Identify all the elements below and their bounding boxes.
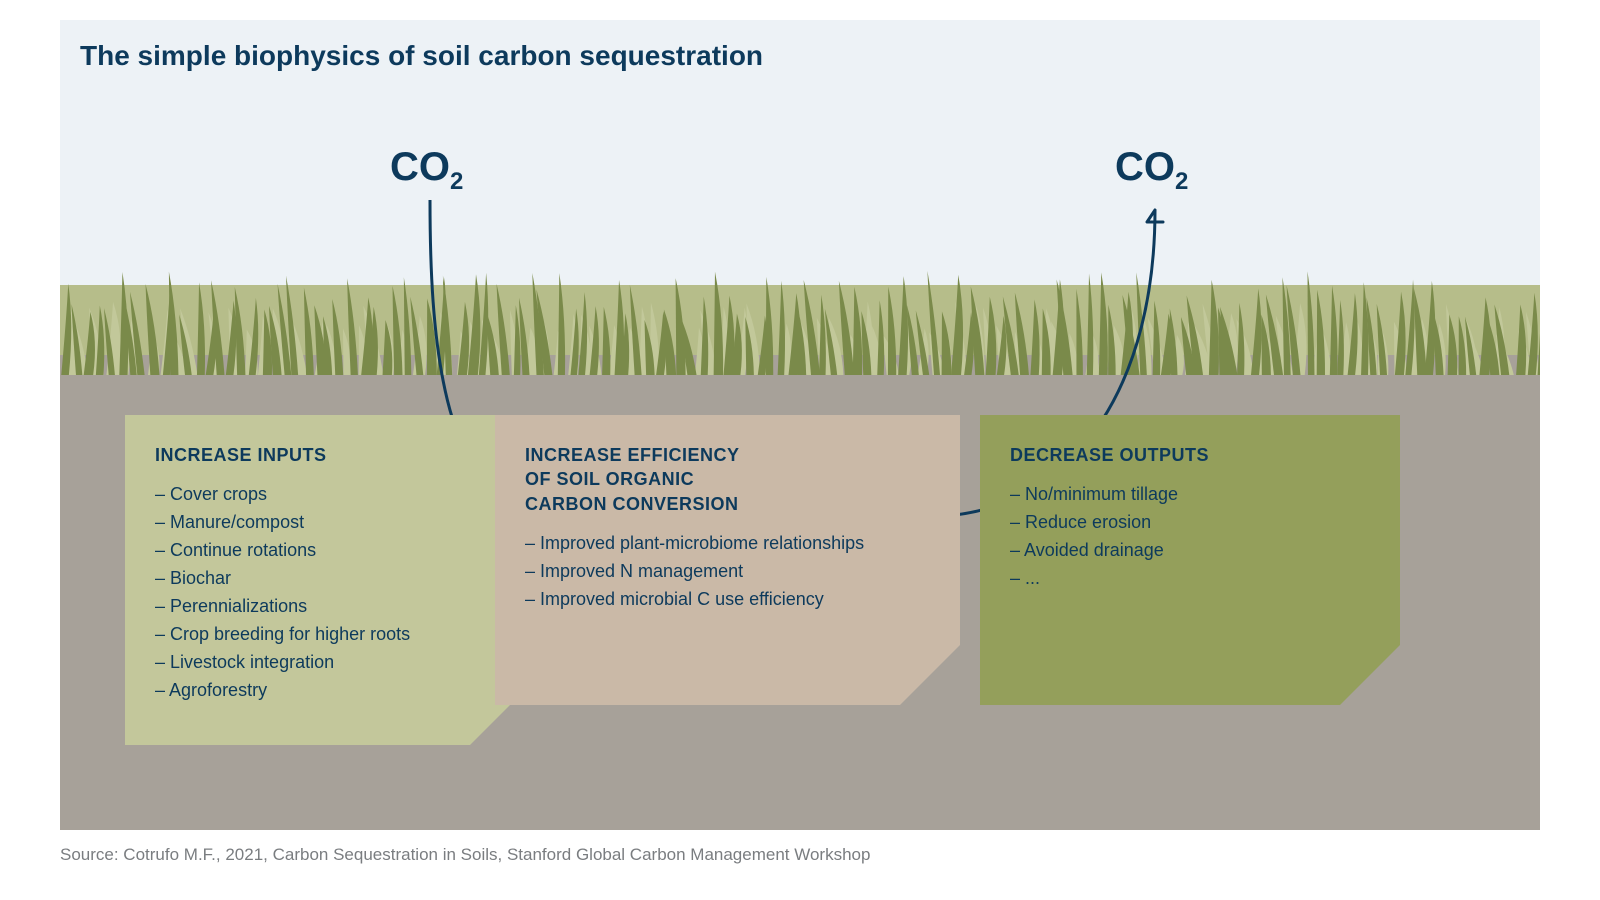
box-list-item: Improved plant-microbiome relationships: [525, 530, 930, 558]
box-title: INCREASE INPUTS: [155, 443, 500, 467]
box-list: Improved plant-microbiome relationshipsI…: [525, 530, 930, 614]
box-list-item: Agroforestry: [155, 677, 500, 705]
co2-output-label: CO2: [1115, 145, 1188, 196]
co2-sub: 2: [450, 168, 463, 195]
box-list-item: Avoided drainage: [1010, 537, 1370, 565]
box-list: Cover cropsManure/compostContinue rotati…: [155, 481, 500, 704]
box-decrease-outputs: DECREASE OUTPUTS No/minimum tillageReduc…: [980, 415, 1400, 705]
box-list-item: Livestock integration: [155, 649, 500, 677]
diagram-canvas: The simple biophysics of soil carbon seq…: [60, 20, 1540, 830]
box-list-item: Improved microbial C use efficiency: [525, 586, 930, 614]
grass-band: [60, 285, 1540, 355]
co2-text: CO: [390, 145, 450, 189]
box-list-item: ...: [1010, 565, 1370, 593]
co2-text: CO: [1115, 145, 1175, 189]
box-list-item: Perennializations: [155, 593, 500, 621]
box-list: No/minimum tillageReduce erosionAvoided …: [1010, 481, 1370, 593]
box-list-item: Biochar: [155, 565, 500, 593]
box-increase-efficiency: INCREASE EFFICIENCYOF SOIL ORGANICCARBON…: [495, 415, 960, 705]
box-title: INCREASE EFFICIENCYOF SOIL ORGANICCARBON…: [525, 443, 930, 516]
box-list-item: No/minimum tillage: [1010, 481, 1370, 509]
box-list-item: Improved N management: [525, 558, 930, 586]
co2-sub: 2: [1175, 168, 1188, 195]
co2-input-label: CO2: [390, 145, 463, 196]
source-citation: Source: Cotrufo M.F., 2021, Carbon Seque…: [60, 845, 870, 865]
box-list-item: Manure/compost: [155, 509, 500, 537]
box-list-item: Reduce erosion: [1010, 509, 1370, 537]
box-increase-inputs: INCREASE INPUTS Cover cropsManure/compos…: [125, 415, 530, 745]
box-list-item: Cover crops: [155, 481, 500, 509]
box-list-item: Crop breeding for higher roots: [155, 621, 500, 649]
box-list-item: Continue rotations: [155, 537, 500, 565]
box-title: DECREASE OUTPUTS: [1010, 443, 1370, 467]
diagram-title: The simple biophysics of soil carbon seq…: [80, 40, 763, 72]
